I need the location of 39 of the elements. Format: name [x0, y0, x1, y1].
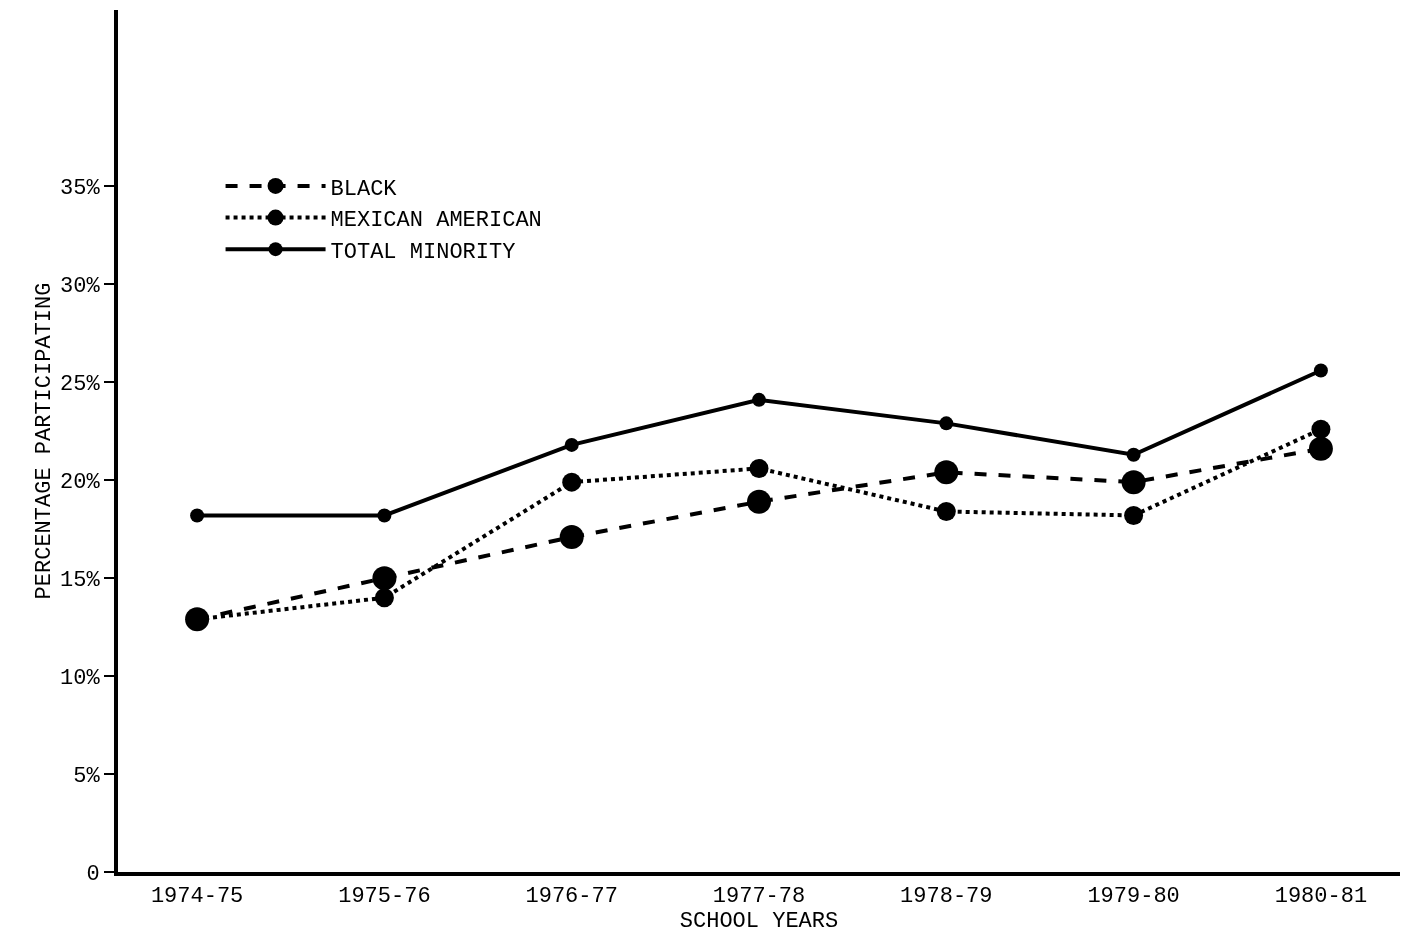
x-tick-label: 1976-77 — [525, 884, 618, 910]
y-tick-label: 20% — [59, 469, 101, 495]
y-tick-label: 10% — [59, 665, 101, 691]
point — [1124, 505, 1144, 525]
x-tick-label: 1974-75 — [150, 884, 244, 910]
x-tick-label: 1978-79 — [900, 884, 993, 910]
point — [1313, 363, 1328, 378]
point — [374, 588, 394, 608]
y-tick-label: 5% — [73, 763, 101, 789]
point — [1308, 436, 1333, 461]
x-tick-label: 1979-80 — [1087, 884, 1180, 910]
y-tick-label: 15% — [59, 567, 101, 593]
legend-label: TOTAL MINORITY — [330, 239, 516, 265]
point — [934, 460, 959, 485]
x-axis-title: SCHOOL YEARS — [679, 909, 839, 935]
point — [752, 392, 766, 407]
legend-label: MEXICAN AMERICAN — [330, 208, 542, 234]
point — [939, 416, 954, 431]
y-tick-label: 30% — [59, 273, 101, 299]
point — [1311, 419, 1331, 439]
point — [564, 437, 579, 452]
point — [190, 508, 205, 523]
y-tick-label: 35% — [59, 176, 101, 202]
y-tick-label: 0 — [86, 861, 100, 887]
y-axis-title: PERCENTAGE PARTICIPATING — [32, 282, 58, 600]
point — [562, 472, 582, 492]
x-tick-label: 1980-81 — [1274, 884, 1368, 910]
point — [372, 566, 397, 591]
point — [936, 502, 956, 522]
point — [1126, 447, 1141, 462]
point — [747, 489, 771, 514]
legend-label: BLACK — [330, 176, 398, 202]
point — [559, 525, 584, 549]
x-tick-label: 1975-76 — [338, 884, 431, 910]
point — [1121, 470, 1146, 495]
y-tick-label: 25% — [59, 371, 101, 397]
point — [749, 458, 769, 478]
point — [377, 508, 392, 523]
x-tick-label: 1977-78 — [712, 884, 806, 910]
